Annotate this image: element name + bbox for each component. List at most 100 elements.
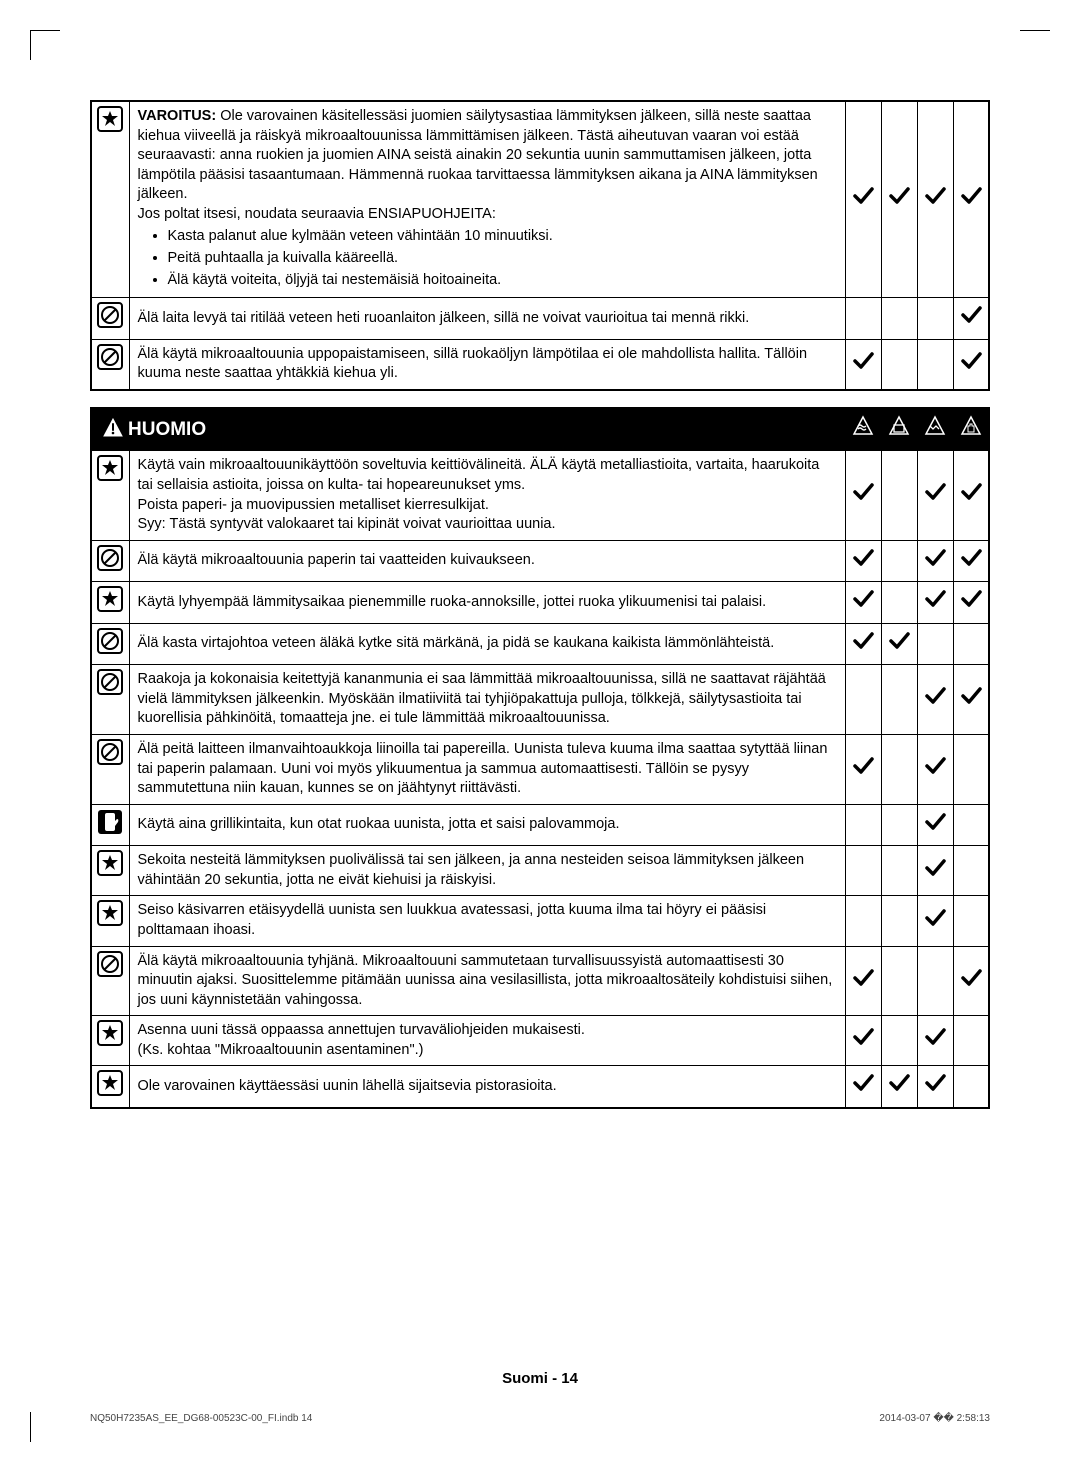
row-icon-cell: [91, 623, 129, 665]
row-text: Älä käytä mikroaaltouunia tyhjänä. Mikro…: [138, 952, 837, 1011]
check-icon: [852, 755, 874, 777]
check-icon: [924, 1072, 946, 1094]
row-icon-cell: [91, 339, 129, 390]
table-row: Käytä vain mikroaaltouunikäyttöön sovelt…: [91, 451, 989, 540]
check-col-0: [845, 946, 881, 1016]
check-icon: [852, 1026, 874, 1048]
table-row: Älä kasta virtajohtoa veteen äläkä kytke…: [91, 623, 989, 665]
row-text: Raakoja ja kokonaisia keitettyjä kananmu…: [138, 670, 837, 729]
check-col-1: [881, 804, 917, 846]
check-icon: [960, 481, 982, 503]
check-col-0: [845, 623, 881, 665]
bullet-item: Älä käytä voiteita, öljyjä tai nestemäis…: [168, 271, 837, 291]
check-col-0: [845, 1016, 881, 1066]
check-col-0: [845, 804, 881, 846]
row-icon-cell: [91, 298, 129, 340]
check-icon: [960, 304, 982, 326]
print-marks: NQ50H7235AS_EE_DG68-00523C-00_FI.indb 14…: [90, 1413, 990, 1424]
check-col-2: [917, 540, 953, 582]
table-row: Raakoja ja kokonaisia keitettyjä kananmu…: [91, 665, 989, 735]
check-col-2: [917, 1016, 953, 1066]
glove-icon: [97, 809, 123, 835]
row-text: Älä käytä mikroaaltouunia paperin tai va…: [138, 551, 837, 571]
check-icon: [852, 350, 874, 372]
prohibit-icon: [97, 628, 123, 654]
check-icon: [924, 857, 946, 879]
prohibit-icon: [97, 344, 123, 370]
check-icon: [924, 1026, 946, 1048]
star-icon: [97, 106, 123, 132]
check-icon: [924, 547, 946, 569]
prohibit-icon: [97, 951, 123, 977]
star-icon: [97, 900, 123, 926]
check-col-0: [845, 1066, 881, 1108]
row-text-cell: Käytä vain mikroaaltouunikäyttöön sovelt…: [129, 451, 845, 540]
print-date: 2014-03-07 �� 2:58:13: [879, 1413, 990, 1424]
row-text-cell: Raakoja ja kokonaisia keitettyjä kananmu…: [129, 665, 845, 735]
row-text: VAROITUS: Ole varovainen käsitellessäsi …: [138, 107, 837, 224]
check-col-0: [845, 101, 881, 298]
row-icon-cell: [91, 946, 129, 1016]
check-col-1: [881, 582, 917, 624]
row-text: Seiso käsivarren etäisyydellä uunista se…: [138, 901, 837, 940]
check-icon: [852, 588, 874, 610]
bullet-item: Peitä puhtaalla ja kuivalla kääreellä.: [168, 249, 837, 269]
header-icon-general: [953, 408, 989, 451]
check-col-0: [845, 582, 881, 624]
row-text: Käytä lyhyempää lämmitysaikaa pienemmill…: [138, 593, 837, 613]
row-text-cell: Älä käytä mikroaaltouunia tyhjänä. Mikro…: [129, 946, 845, 1016]
check-icon: [924, 755, 946, 777]
check-icon: [924, 685, 946, 707]
check-col-0: [845, 735, 881, 805]
print-file: NQ50H7235AS_EE_DG68-00523C-00_FI.indb 14: [90, 1413, 312, 1424]
table-row: Seiso käsivarren etäisyydellä uunista se…: [91, 896, 989, 946]
row-text: Älä kasta virtajohtoa veteen äläkä kytke…: [138, 634, 837, 654]
check-col-3: [953, 339, 989, 390]
check-icon: [960, 547, 982, 569]
row-text-cell: Älä käytä mikroaaltouunia paperin tai va…: [129, 540, 845, 582]
check-icon: [852, 630, 874, 652]
check-col-3: [953, 1066, 989, 1108]
check-col-3: [953, 582, 989, 624]
check-col-3: [953, 846, 989, 896]
header-icon-wave: [845, 408, 881, 451]
huomio-header: HUOMIO: [91, 408, 845, 451]
prohibit-icon: [97, 669, 123, 695]
check-col-1: [881, 623, 917, 665]
check-icon: [960, 967, 982, 989]
check-col-0: [845, 298, 881, 340]
check-col-2: [917, 339, 953, 390]
row-text: Käytä aina grillikintaita, kun otat ruok…: [138, 815, 837, 835]
check-col-2: [917, 623, 953, 665]
row-icon-cell: [91, 1066, 129, 1108]
row-text: Asenna uuni tässä oppaassa annettujen tu…: [138, 1021, 837, 1060]
check-col-3: [953, 946, 989, 1016]
header-icon-oven: [881, 408, 917, 451]
check-col-1: [881, 735, 917, 805]
table-row: Asenna uuni tässä oppaassa annettujen tu…: [91, 1016, 989, 1066]
row-icon-cell: [91, 101, 129, 298]
check-col-2: [917, 665, 953, 735]
row-text: Sekoita nesteitä lämmityksen puoliväliss…: [138, 851, 837, 890]
star-icon: [97, 850, 123, 876]
check-col-3: [953, 665, 989, 735]
check-col-3: [953, 540, 989, 582]
row-text: Älä laita levyä tai ritilää veteen heti …: [138, 309, 837, 329]
row-icon-cell: [91, 804, 129, 846]
check-col-3: [953, 101, 989, 298]
check-icon: [924, 907, 946, 929]
header-icon-grill: [917, 408, 953, 451]
check-col-3: [953, 804, 989, 846]
check-icon: [960, 350, 982, 372]
row-text-cell: Älä kasta virtajohtoa veteen äläkä kytke…: [129, 623, 845, 665]
table-row: Älä käytä mikroaaltouunia paperin tai va…: [91, 540, 989, 582]
table-row: Käytä aina grillikintaita, kun otat ruok…: [91, 804, 989, 846]
row-text: Ole varovainen käyttäessäsi uunin lähell…: [138, 1077, 837, 1097]
check-col-2: [917, 1066, 953, 1108]
check-col-3: [953, 298, 989, 340]
check-col-1: [881, 1066, 917, 1108]
row-text-cell: VAROITUS: Ole varovainen käsitellessäsi …: [129, 101, 845, 298]
table-row: Käytä lyhyempää lämmitysaikaa pienemmill…: [91, 582, 989, 624]
check-icon: [888, 630, 910, 652]
table-row: Ole varovainen käyttäessäsi uunin lähell…: [91, 1066, 989, 1108]
